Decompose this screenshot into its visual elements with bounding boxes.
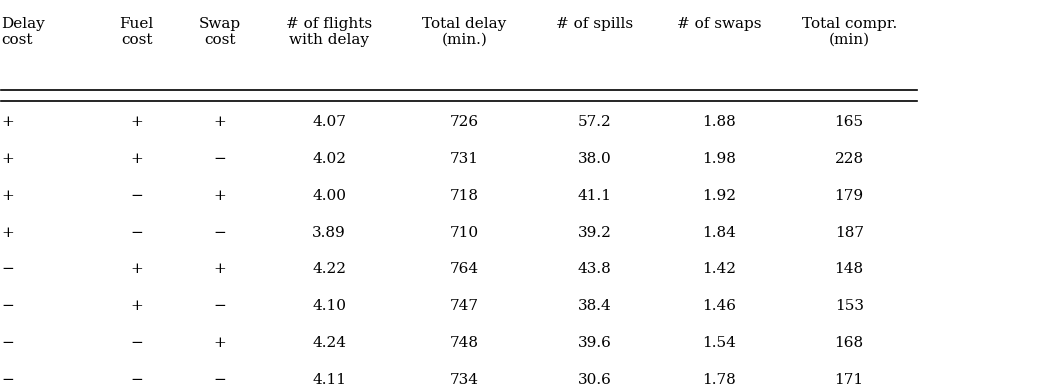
Text: # of spills: # of spills: [556, 17, 633, 31]
Text: 39.6: 39.6: [578, 336, 611, 350]
Text: +: +: [214, 336, 226, 350]
Text: 148: 148: [834, 262, 864, 277]
Text: −: −: [1, 299, 15, 313]
Text: −: −: [130, 373, 143, 387]
Text: 4.11: 4.11: [312, 373, 346, 387]
Text: 4.02: 4.02: [312, 152, 346, 166]
Text: 38.0: 38.0: [578, 152, 611, 166]
Text: −: −: [1, 373, 15, 387]
Text: 1.42: 1.42: [702, 262, 736, 277]
Text: −: −: [130, 189, 143, 203]
Text: 30.6: 30.6: [578, 373, 611, 387]
Text: 1.88: 1.88: [702, 115, 736, 129]
Text: 1.92: 1.92: [702, 189, 736, 203]
Text: 710: 710: [450, 226, 479, 240]
Text: 179: 179: [834, 189, 864, 203]
Text: 1.78: 1.78: [702, 373, 736, 387]
Text: Total compr.
(min): Total compr. (min): [801, 17, 897, 47]
Text: +: +: [130, 115, 143, 129]
Text: 747: 747: [450, 299, 479, 313]
Text: −: −: [214, 299, 226, 313]
Text: # of swaps: # of swaps: [677, 17, 761, 31]
Text: 4.10: 4.10: [312, 299, 346, 313]
Text: −: −: [214, 373, 226, 387]
Text: 718: 718: [450, 189, 479, 203]
Text: +: +: [1, 115, 15, 129]
Text: −: −: [1, 262, 15, 277]
Text: −: −: [130, 336, 143, 350]
Text: 764: 764: [450, 262, 479, 277]
Text: 187: 187: [834, 226, 864, 240]
Text: 4.24: 4.24: [312, 336, 346, 350]
Text: +: +: [214, 189, 226, 203]
Text: −: −: [1, 336, 15, 350]
Text: +: +: [1, 226, 15, 240]
Text: +: +: [130, 152, 143, 166]
Text: +: +: [214, 262, 226, 277]
Text: 726: 726: [450, 115, 479, 129]
Text: Total delay
(min.): Total delay (min.): [422, 17, 507, 47]
Text: 153: 153: [834, 299, 864, 313]
Text: 171: 171: [834, 373, 864, 387]
Text: 4.22: 4.22: [312, 262, 346, 277]
Text: +: +: [1, 189, 15, 203]
Text: 1.46: 1.46: [702, 299, 736, 313]
Text: +: +: [1, 152, 15, 166]
Text: −: −: [214, 226, 226, 240]
Text: Fuel
cost: Fuel cost: [120, 17, 153, 47]
Text: 228: 228: [834, 152, 864, 166]
Text: 38.4: 38.4: [578, 299, 611, 313]
Text: Delay
cost: Delay cost: [1, 17, 45, 47]
Text: −: −: [130, 226, 143, 240]
Text: +: +: [214, 115, 226, 129]
Text: 41.1: 41.1: [578, 189, 611, 203]
Text: 4.00: 4.00: [312, 189, 346, 203]
Text: Swap
cost: Swap cost: [199, 17, 241, 47]
Text: +: +: [130, 262, 143, 277]
Text: 3.89: 3.89: [312, 226, 346, 240]
Text: 43.8: 43.8: [578, 262, 611, 277]
Text: −: −: [214, 152, 226, 166]
Text: 1.98: 1.98: [702, 152, 736, 166]
Text: 57.2: 57.2: [578, 115, 611, 129]
Text: 1.54: 1.54: [702, 336, 736, 350]
Text: 731: 731: [450, 152, 479, 166]
Text: 165: 165: [834, 115, 864, 129]
Text: 168: 168: [834, 336, 864, 350]
Text: 734: 734: [450, 373, 479, 387]
Text: 748: 748: [450, 336, 479, 350]
Text: # of flights
with delay: # of flights with delay: [286, 17, 372, 47]
Text: 1.84: 1.84: [702, 226, 736, 240]
Text: 39.2: 39.2: [578, 226, 611, 240]
Text: 4.07: 4.07: [312, 115, 346, 129]
Text: +: +: [130, 299, 143, 313]
